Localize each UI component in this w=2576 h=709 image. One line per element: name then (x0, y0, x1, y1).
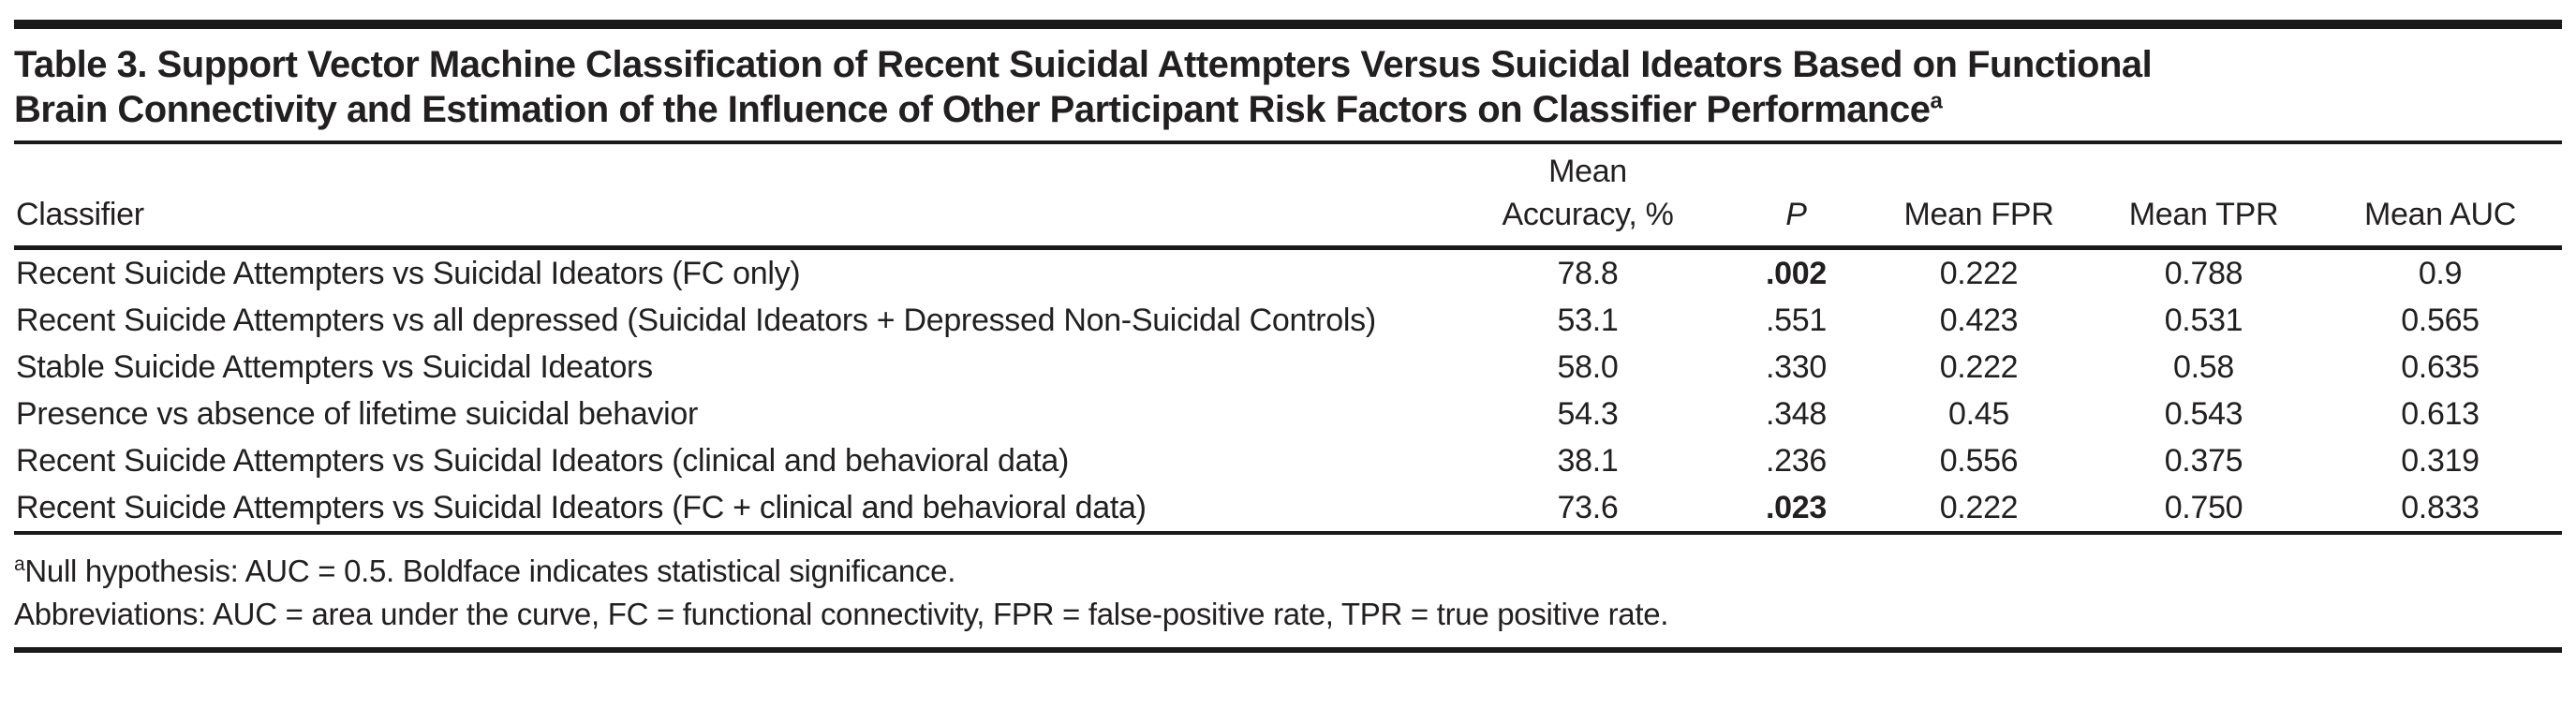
header-row: Classifier Mean Accuracy, % P Mean FPR M… (14, 144, 2562, 250)
column-header-mean-tpr: Mean TPR (2089, 144, 2318, 250)
cell-p-value: .348 (1766, 396, 1827, 432)
table-row: Recent Suicide Attempters vs Suicidal Id… (14, 484, 2562, 535)
cell-classifier: Recent Suicide Attempters vs Suicidal Id… (16, 443, 1070, 479)
cell-p-value: .551 (1766, 303, 1827, 338)
table-title-line2: Brain Connectivity and Estimation of the… (14, 88, 1943, 130)
cell-mean-fpr: 0.556 (1939, 443, 2019, 479)
cell-classifier: Stable Suicide Attempters vs Suicidal Id… (16, 349, 653, 385)
column-header-mean-auc: Mean AUC (2318, 144, 2562, 250)
cell-mean-auc: 0.833 (2318, 484, 2562, 535)
cell-mean-accuracy: 53.1 (1557, 303, 1619, 338)
cell-classifier: Recent Suicide Attempters vs Suicidal Id… (14, 484, 1452, 535)
column-header-mean-accuracy: Mean Accuracy, % (1452, 144, 1724, 250)
table-title-line1: Table 3. Support Vector Machine Classifi… (14, 44, 2153, 85)
cell-p-value: .002 (1766, 256, 1827, 291)
column-header-classifier: Classifier (14, 144, 1452, 250)
cell-mean-fpr: 0.423 (1939, 303, 2019, 338)
table-row: Stable Suicide Attempters vs Suicidal Id… (14, 344, 2562, 391)
table-row: Recent Suicide Attempters vs Suicidal Id… (14, 248, 2562, 298)
footnote-marker: a (14, 554, 25, 575)
cell-mean-tpr: 0.543 (2164, 396, 2243, 432)
cell-mean-fpr: 0.222 (1939, 256, 2019, 291)
title-divider-rule (14, 140, 2562, 144)
cell-mean-fpr: 0.222 (1939, 349, 2019, 385)
cell-mean-accuracy: 58.0 (1557, 349, 1619, 385)
top-rule (14, 20, 2562, 29)
bottom-rule (14, 647, 2562, 653)
cell-mean-tpr: 0.375 (2164, 443, 2243, 479)
cell-mean-tpr: 0.750 (2089, 484, 2318, 535)
cell-mean-tpr: 0.58 (2173, 349, 2234, 385)
cell-mean-auc: 0.9 (2418, 256, 2463, 291)
table-row: Presence vs absence of lifetime suicidal… (14, 391, 2562, 437)
svm-classification-table: Classifier Mean Accuracy, % P Mean FPR M… (14, 144, 2562, 535)
cell-classifier: Presence vs absence of lifetime suicidal… (16, 396, 699, 432)
title-footnote-marker: a (1930, 88, 1943, 114)
cell-mean-auc: 0.613 (2401, 396, 2480, 432)
table-row: Recent Suicide Attempters vs Suicidal Id… (14, 437, 2562, 484)
cell-mean-tpr: 0.788 (2164, 256, 2243, 291)
table-title: Table 3. Support Vector Machine Classifi… (14, 42, 2562, 132)
cell-mean-accuracy: 73.6 (1452, 484, 1724, 535)
footnote-abbreviations: Abbreviations: AUC = area under the curv… (14, 597, 1669, 631)
cell-p-value: .330 (1766, 349, 1827, 385)
column-header-p-value: P (1724, 144, 1869, 250)
cell-p-value: .023 (1724, 484, 1869, 535)
cell-mean-auc: 0.635 (2401, 349, 2480, 385)
cell-mean-fpr: 0.45 (1948, 396, 2009, 432)
cell-mean-auc: 0.319 (2401, 443, 2480, 479)
table-footnotes: aNull hypothesis: AUC = 0.5. Boldface in… (14, 550, 2562, 636)
table-row: Recent Suicide Attempters vs all depress… (14, 297, 2562, 344)
cell-mean-auc: 0.565 (2401, 303, 2480, 338)
cell-p-value: .236 (1766, 443, 1827, 479)
cell-classifier: Recent Suicide Attempters vs all depress… (16, 303, 1376, 338)
cell-mean-tpr: 0.531 (2164, 303, 2243, 338)
cell-mean-fpr: 0.222 (1869, 484, 2089, 535)
column-header-mean-fpr: Mean FPR (1869, 144, 2089, 250)
cell-classifier: Recent Suicide Attempters vs Suicidal Id… (16, 256, 801, 291)
cell-mean-accuracy: 78.8 (1557, 256, 1619, 291)
cell-mean-accuracy: 54.3 (1557, 396, 1619, 432)
cell-mean-accuracy: 38.1 (1557, 443, 1619, 479)
footnote-significance: aNull hypothesis: AUC = 0.5. Boldface in… (14, 554, 956, 588)
